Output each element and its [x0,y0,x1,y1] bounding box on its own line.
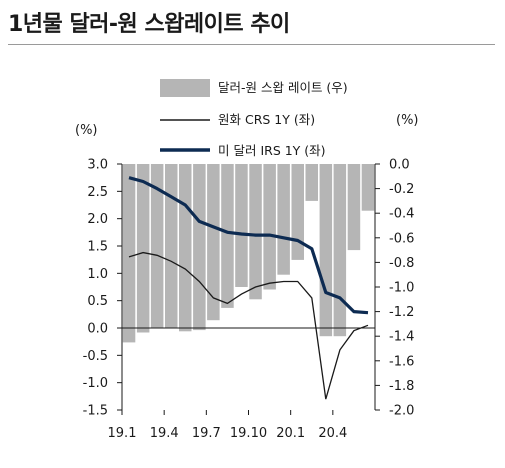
swap-rate-bar [150,164,164,328]
swap-rate-bar [193,164,206,331]
right-tick-label: -1.2 [389,305,414,320]
right-axis-ticks: 0.0 -0.2 -0.4 -0.6 -0.8 -1.0 -1.2 -1.4 -1.6 -1.8 -… [375,158,414,419]
legend-irs-label: 미 달러 IRS 1Y (좌) [218,143,326,158]
left-axis-unit: (%) [75,123,98,138]
left-tick-label: -1.5 [83,404,108,419]
right-tick-label: -1.8 [389,379,414,394]
left-tick-label: -1.0 [83,376,108,391]
swap-rate-bar [263,164,276,290]
usd-irs-1y-line [128,176,369,315]
swap-rate-bar [361,164,375,211]
swap-rate-bar [136,164,150,333]
swap-rate-bar [333,164,347,337]
swap-rate-bar [221,164,234,308]
right-tick-label: -2.0 [389,404,414,419]
title-divider [8,44,495,45]
left-tick-label: 1.0 [87,267,108,282]
x-tick-label: 20.4 [318,426,347,441]
right-tick-label: -0.8 [389,256,414,271]
x-tick-label: 19.10 [230,426,267,441]
swap-rate-bar [319,164,333,337]
x-tick-label: 19.7 [192,426,221,441]
x-tick-label: 19.4 [150,426,179,441]
left-tick-label: 0.0 [87,322,108,337]
swap-rate-bar [179,164,192,332]
swap-rate-bar [165,164,178,328]
left-tick-label: 3.0 [87,158,108,173]
swap-rate-bar [347,164,361,251]
right-axis-unit: (%) [396,113,419,128]
page-title: 1년물 달러-원 스왑레이트 추이 [8,12,290,37]
swap-rate-bar [207,164,220,321]
swap-rate-bar [122,164,136,343]
right-tick-label: -1.0 [389,281,414,296]
left-tick-label: 2.0 [87,212,108,227]
right-tick-label: 0.0 [389,158,410,173]
left-tick-label: 1.5 [87,240,108,255]
legend-bar-swatch [160,79,210,97]
x-axis-ticks: 19.1 19.4 19.7 19.10 20.1 20.4 [108,410,347,441]
left-tick-label: 0.5 [87,294,108,309]
right-tick-label: -0.2 [389,182,414,197]
right-tick-label: -1.4 [389,330,414,345]
x-tick-label: 19.1 [108,426,137,441]
legend: 달러-원 스왑 레이트 (우) 원화 CRS 1Y (좌) 미 달러 IRS 1… [160,79,348,158]
swap-rate-bar [305,164,318,201]
left-tick-label: -0.5 [83,349,108,364]
left-axis-ticks: 3.0 2.5 2.0 1.5 1.0 0.5 0.0 -0.5 -1.0 -1.5 [83,158,122,419]
left-tick-label: 2.5 [87,185,108,200]
right-tick-label: -0.6 [389,231,414,246]
legend-bar-label: 달러-원 스왑 레이트 (우) [218,80,348,95]
swap-rate-bar [291,164,304,260]
swap-rate-bar [249,164,262,300]
x-tick-label: 20.1 [276,426,305,441]
swap-rate-bar [277,164,290,275]
right-tick-label: -1.6 [389,354,414,369]
swap-rate-bars [122,164,375,343]
crs-1y-line [128,251,369,400]
right-tick-label: -0.4 [389,207,414,222]
swap-rate-bar [235,164,248,287]
legend-crs-label: 원화 CRS 1Y (좌) [218,112,315,127]
